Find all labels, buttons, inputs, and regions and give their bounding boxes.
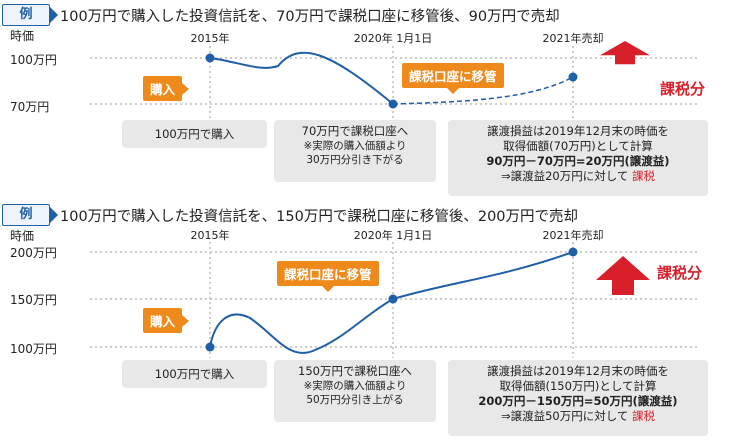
example-tag: 例 — [2, 204, 58, 226]
x-label-2021: 2021年売却 — [542, 32, 604, 45]
price-chart-1 — [90, 41, 700, 118]
example-tag: 例 — [2, 4, 58, 26]
box-calc-line3: 200万円－150万円=50万円(譲渡益) — [478, 394, 678, 408]
box-transfer-note2: 30万円分引き下がる — [306, 154, 404, 166]
box-transfer-note1: ※実際の購入価額より — [303, 380, 407, 392]
example-heading: 100万円で購入した投資信託を、150万円で課税口座に移管後、200万円で売却 — [60, 209, 579, 225]
box-buy: 100万円で購入 — [122, 120, 267, 148]
point-buy — [205, 342, 215, 352]
price-line-b — [392, 76, 574, 105]
tax-label: 課税分 — [657, 264, 703, 282]
box-transfer: 70万円で課税口座へ ※実際の購入価額より 30万円分引き下がる — [274, 120, 436, 182]
box-transfer-title: 70万円で課税口座へ — [301, 124, 409, 138]
x-label-2020: 2020年 1月1日 — [353, 32, 433, 45]
price-chart-2 — [90, 242, 700, 358]
callout-buy: 購入 — [143, 308, 190, 333]
y-label-100: 100万円 — [10, 342, 57, 356]
tax-label: 課税分 — [660, 80, 706, 98]
tax-arrow-icon — [596, 256, 650, 295]
box-calc-line1: 譲渡損益は2019年12月末の時価を — [487, 124, 669, 138]
box-calc-tax-word: 課税 — [632, 169, 656, 183]
box-calc-line2: 取得価額(150万円)として計算 — [499, 379, 657, 393]
box-calc-tax-word: 課税 — [632, 409, 656, 423]
box-transfer: 150万円で課税口座へ ※実際の購入価額より 50万円分引き上がる — [274, 360, 436, 422]
box-calc-line4-text: ⇒譲渡益50万円に対して — [500, 409, 629, 423]
box-buy: 100万円で購入 — [122, 360, 267, 388]
price-line-a — [209, 51, 394, 105]
example-1: 例 100万円で購入した投資信託を、70万円で課税口座に移管後、90万円で売却 … — [2, 4, 708, 196]
box-calc-line3: 90万円－70万円=20万円(譲渡益) — [486, 154, 670, 168]
box-buy-text: 100万円で購入 — [154, 127, 235, 141]
box-calc: 譲渡損益は2019年12月末の時価を 取得価額(70万円)として計算 90万円－… — [448, 120, 708, 196]
y-label-70: 70万円 — [10, 100, 50, 114]
box-calc-line4-text: ⇒譲渡益20万円に対して — [500, 169, 629, 183]
price-line-a — [209, 298, 394, 354]
tax-arrow-icon — [600, 41, 650, 65]
box-calc: 譲渡損益は2019年12月末の時価を 取得価額(150万円)として計算 200万… — [448, 360, 708, 436]
point-transfer — [388, 99, 398, 109]
callout-transfer: 課税口座に移管 — [277, 261, 379, 292]
box-transfer-note1: ※実際の購入価額より — [303, 140, 407, 152]
y-label-150: 150万円 — [10, 293, 57, 307]
x-label-2021: 2021年売却 — [542, 229, 604, 242]
y-label-100: 100万円 — [10, 53, 57, 67]
price-line-b — [392, 251, 574, 300]
box-calc-line2: 取得価額(70万円)として計算 — [503, 139, 653, 153]
point-sell — [568, 247, 578, 257]
box-calc-line4: ⇒譲渡益20万円に対して 課税 — [448, 169, 708, 184]
x-label-2020: 2020年 1月1日 — [353, 229, 433, 242]
x-label-2015: 2015年 — [190, 32, 230, 45]
point-buy — [205, 53, 215, 63]
box-buy-text: 100万円で購入 — [154, 367, 235, 381]
callout-buy: 購入 — [143, 76, 190, 101]
example-2: 例 100万円で購入した投資信託を、150万円で課税口座に移管後、200万円で売… — [0, 200, 730, 436]
point-transfer — [388, 294, 398, 304]
y-axis-title: 時価 — [10, 229, 35, 243]
box-transfer-note2: 50万円分引き上がる — [306, 394, 404, 406]
y-label-200: 200万円 — [10, 246, 57, 260]
example-heading: 100万円で購入した投資信託を、70万円で課税口座に移管後、90万円で売却 — [60, 9, 560, 25]
box-calc-line1: 譲渡損益は2019年12月末の時価を — [487, 364, 669, 378]
callout-transfer: 課税口座に移管 — [402, 63, 504, 94]
box-calc-line4: ⇒譲渡益50万円に対して 課税 — [448, 409, 708, 424]
y-axis-title: 時価 — [10, 29, 35, 43]
box-transfer-title: 150万円で課税口座へ — [298, 364, 412, 378]
x-label-2015: 2015年 — [190, 229, 230, 242]
point-sell — [568, 72, 578, 82]
